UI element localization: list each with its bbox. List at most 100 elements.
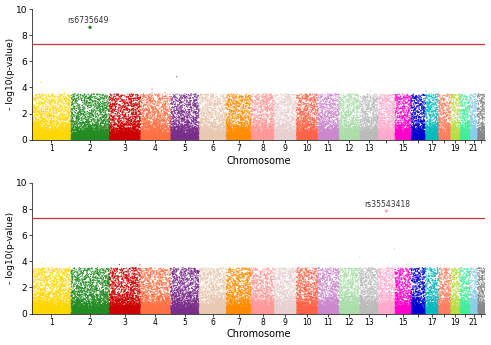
Point — [317, 99, 325, 104]
Point — [109, 136, 116, 141]
Point — [360, 279, 368, 284]
Point — [75, 132, 83, 138]
Point — [313, 124, 321, 130]
Point — [291, 136, 299, 141]
Point — [442, 122, 450, 128]
Point — [286, 309, 294, 315]
Point — [351, 275, 359, 280]
Point — [235, 136, 243, 142]
Point — [43, 308, 51, 314]
Point — [278, 289, 286, 295]
Point — [131, 275, 139, 280]
Point — [79, 136, 86, 141]
Point — [119, 310, 127, 316]
Point — [467, 136, 475, 142]
Point — [394, 129, 402, 135]
Point — [414, 311, 422, 316]
Point — [386, 99, 394, 105]
Point — [343, 307, 351, 313]
Point — [456, 128, 464, 134]
Point — [108, 310, 115, 316]
Point — [180, 294, 188, 299]
Point — [318, 114, 326, 119]
Point — [386, 310, 394, 316]
Point — [423, 105, 431, 110]
Point — [174, 129, 182, 134]
Point — [149, 303, 157, 308]
Point — [273, 308, 280, 314]
Point — [332, 136, 340, 141]
Point — [405, 132, 413, 138]
Point — [224, 132, 232, 138]
Point — [374, 305, 382, 310]
Point — [448, 309, 456, 315]
Point — [103, 112, 110, 118]
Point — [220, 308, 228, 314]
Point — [262, 120, 270, 126]
Point — [70, 287, 78, 293]
Point — [52, 132, 60, 138]
Point — [245, 308, 252, 313]
Point — [228, 295, 236, 300]
Point — [315, 286, 323, 292]
Point — [181, 133, 189, 138]
Point — [149, 136, 157, 142]
Point — [213, 308, 220, 314]
Point — [212, 309, 220, 315]
Point — [198, 308, 206, 314]
Point — [243, 132, 251, 138]
Point — [303, 307, 311, 313]
Point — [178, 121, 186, 127]
Point — [116, 134, 124, 139]
Point — [145, 127, 153, 132]
Point — [202, 133, 210, 139]
Point — [81, 306, 89, 312]
Point — [118, 303, 126, 309]
Point — [397, 277, 405, 282]
Point — [257, 307, 265, 312]
Point — [38, 309, 46, 314]
Point — [481, 136, 489, 141]
Point — [147, 103, 155, 109]
Point — [347, 132, 355, 138]
Point — [348, 308, 356, 313]
Point — [55, 309, 63, 315]
Point — [177, 95, 185, 100]
Point — [230, 128, 238, 134]
Point — [30, 134, 38, 140]
Point — [433, 135, 440, 140]
Point — [117, 131, 125, 137]
Point — [288, 309, 296, 314]
Point — [390, 290, 398, 295]
Point — [222, 296, 230, 302]
Point — [109, 282, 117, 287]
Point — [186, 119, 193, 125]
Point — [477, 306, 485, 312]
Point — [377, 273, 384, 279]
Point — [76, 308, 84, 314]
Point — [374, 114, 382, 120]
Point — [474, 136, 482, 141]
Point — [43, 295, 51, 301]
Point — [100, 135, 108, 141]
Point — [278, 298, 286, 304]
Point — [375, 279, 383, 285]
Point — [94, 297, 102, 302]
Point — [392, 285, 400, 290]
Point — [199, 128, 207, 134]
Point — [471, 134, 479, 139]
Point — [266, 310, 273, 315]
Point — [94, 135, 102, 140]
Point — [77, 131, 85, 137]
Point — [195, 136, 203, 141]
Point — [407, 273, 414, 279]
Point — [438, 300, 446, 306]
Point — [439, 282, 447, 288]
Point — [404, 283, 411, 289]
Point — [143, 132, 151, 137]
Point — [365, 135, 373, 140]
Point — [55, 132, 63, 138]
Point — [71, 135, 79, 141]
Point — [93, 310, 101, 316]
Point — [290, 276, 298, 281]
